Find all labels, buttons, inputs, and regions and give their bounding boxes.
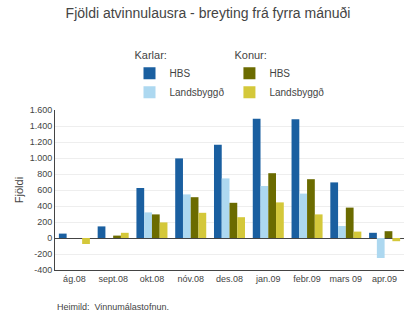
svg-text:sept.08: sept.08	[98, 274, 128, 284]
svg-text:Heimild: Vinnumálastofnun.: Heimild: Vinnumálastofnun.	[57, 302, 169, 312]
svg-text:1.000: 1.000	[30, 153, 53, 163]
svg-text:des.08: des.08	[216, 274, 243, 284]
svg-text:Fjöldi: Fjöldi	[13, 177, 25, 203]
svg-text:1.200: 1.200	[30, 137, 53, 147]
svg-text:Konur:: Konur:	[234, 49, 266, 61]
svg-text:400: 400	[37, 201, 52, 211]
svg-text:600: 600	[37, 185, 52, 195]
svg-text:Landsbyggð: Landsbyggð	[170, 87, 225, 98]
svg-text:1.600: 1.600	[30, 105, 53, 115]
svg-text:febr.09: febr.09	[293, 274, 321, 284]
svg-text:200: 200	[37, 217, 52, 227]
svg-text:HBS: HBS	[269, 68, 290, 79]
svg-text:-200: -200	[34, 249, 52, 259]
svg-text:mars 09: mars 09	[330, 274, 363, 284]
svg-text:Fjöldi atvinnulausra - breytin: Fjöldi atvinnulausra - breyting frá fyrr…	[66, 5, 351, 21]
svg-text:HBS: HBS	[170, 68, 191, 79]
svg-text:nóv.08: nóv.08	[178, 274, 204, 284]
svg-text:apr.09: apr.09	[372, 274, 397, 284]
svg-text:1.400: 1.400	[30, 121, 53, 131]
svg-text:0: 0	[47, 233, 52, 243]
svg-text:800: 800	[37, 169, 52, 179]
svg-text:jan.09: jan.09	[255, 274, 281, 284]
svg-text:ág.08: ág.08	[63, 274, 86, 284]
svg-text:-400: -400	[34, 265, 52, 275]
svg-text:okt.08: okt.08	[140, 274, 165, 284]
svg-text:Landsbyggð: Landsbyggð	[269, 87, 324, 98]
svg-text:Karlar:: Karlar:	[135, 49, 167, 61]
